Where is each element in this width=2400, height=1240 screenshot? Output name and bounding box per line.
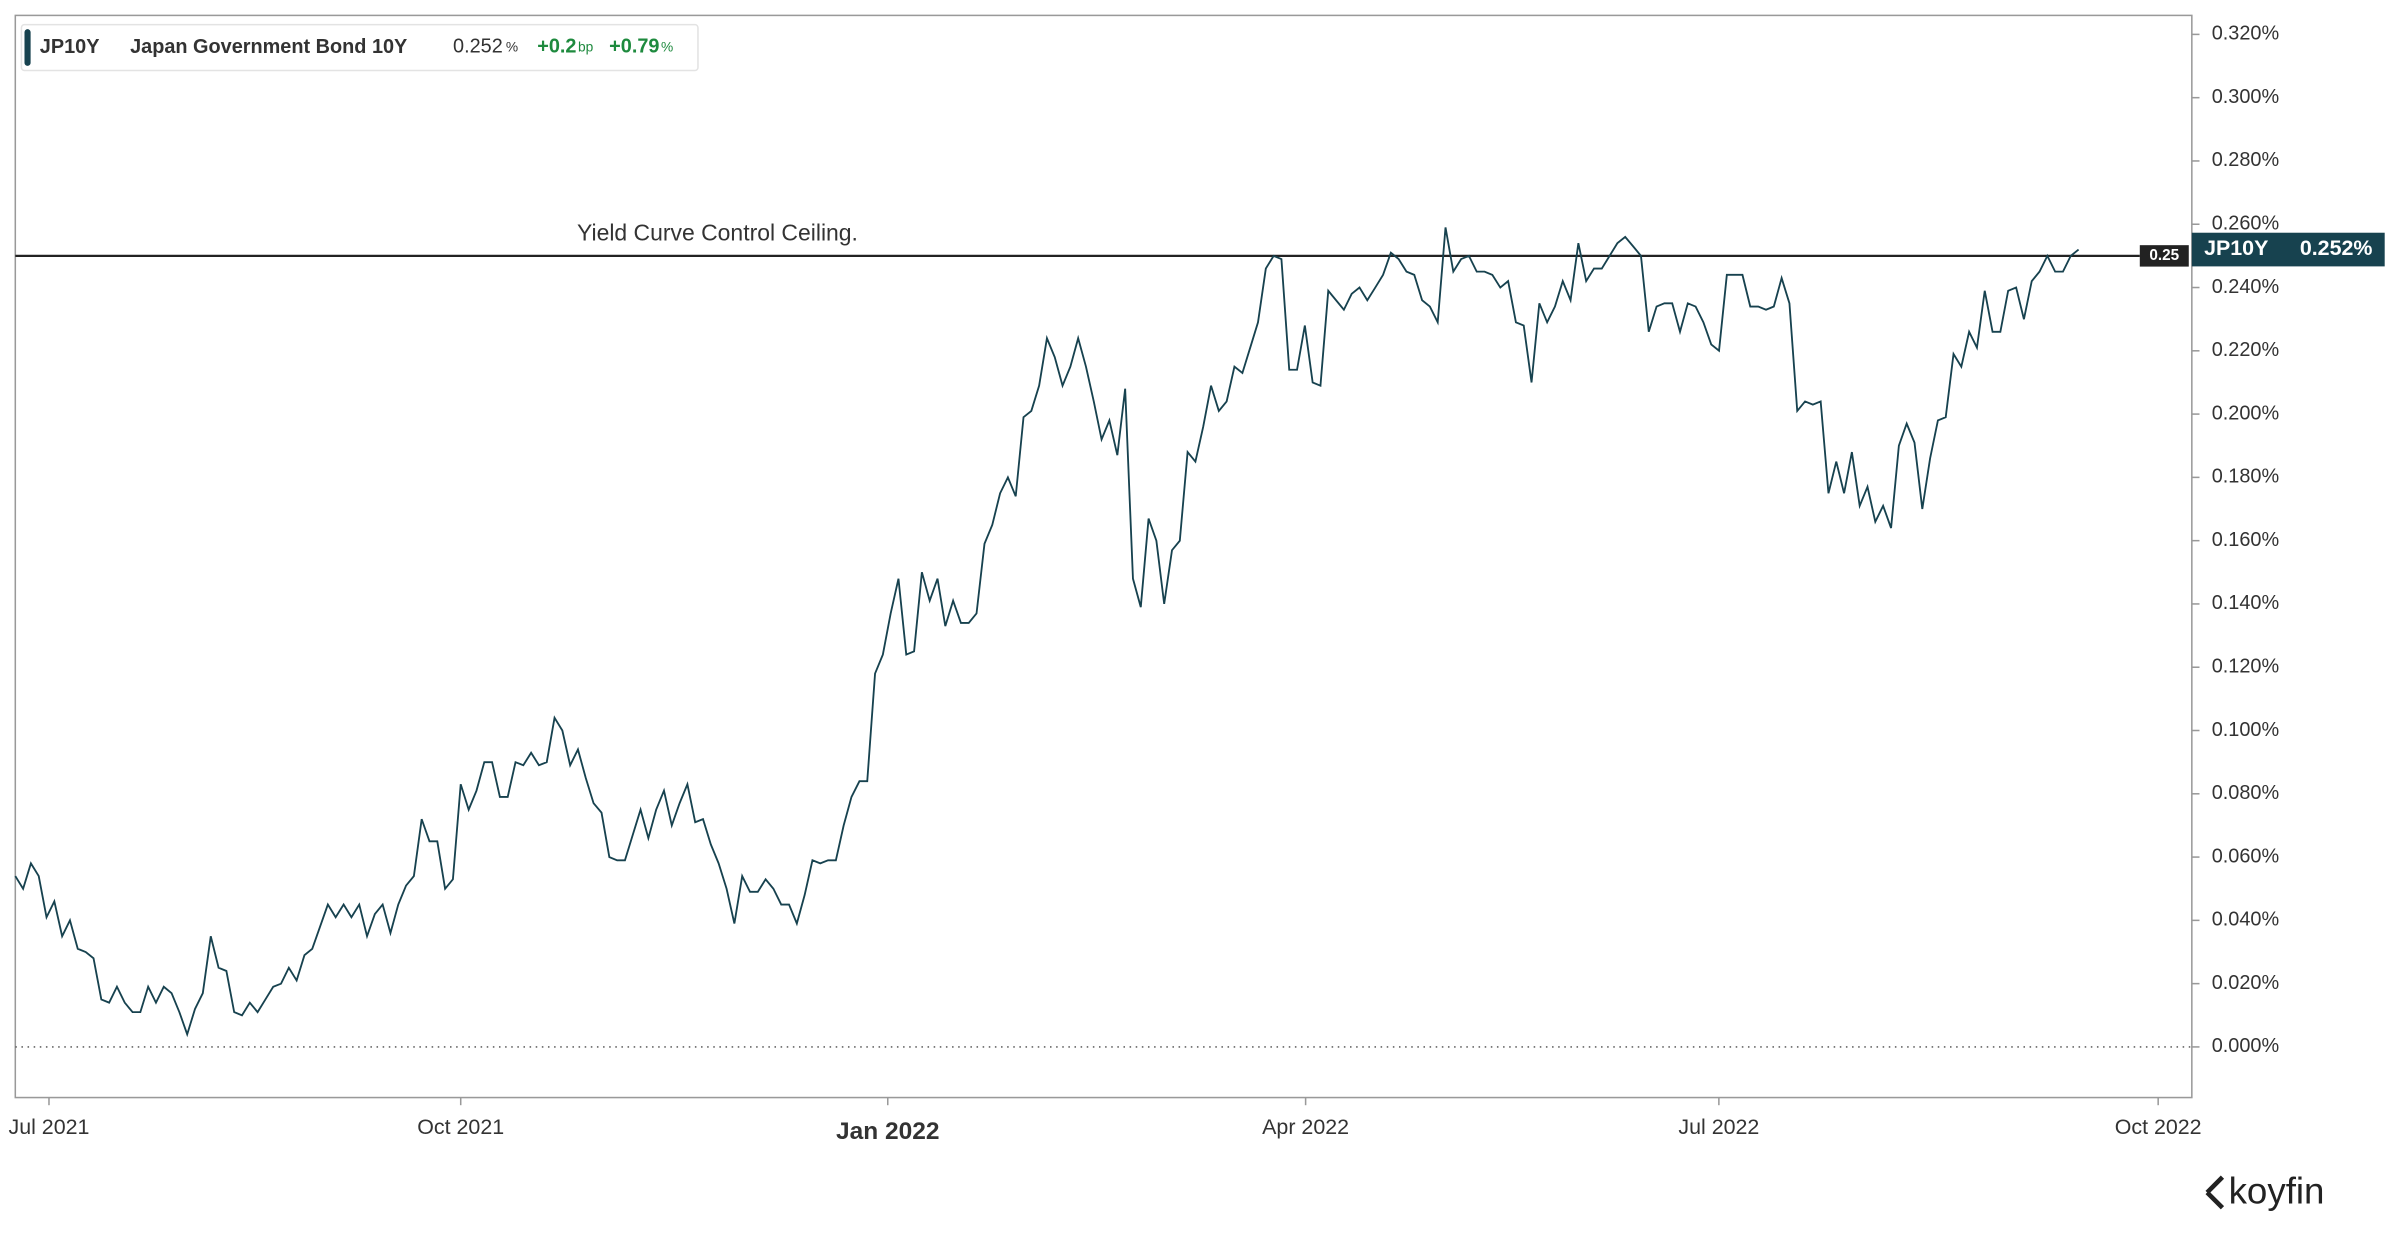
last-value-label: 0.252% <box>2300 236 2373 260</box>
y-tick-label: 0.280% <box>2212 149 2279 171</box>
change-pct-unit: % <box>661 39 673 54</box>
change-value: +0.2 <box>537 36 576 58</box>
y-tick-label: 0.320% <box>2212 23 2279 45</box>
logo: koyfin <box>2229 1171 2325 1212</box>
change: +0.2 bp <box>537 36 593 58</box>
x-tick-label: Apr 2022 <box>1262 1115 1349 1139</box>
y-tick-label: 0.000% <box>2212 1035 2279 1057</box>
price-unit: % <box>506 39 518 54</box>
price-line <box>14 227 2080 1038</box>
legend-box <box>20 23 699 72</box>
y-tick-label: 0.180% <box>2212 466 2279 488</box>
y-tick-label: 0.200% <box>2212 402 2279 424</box>
symbol: JP10Y <box>40 36 100 58</box>
price: 0.252% <box>453 36 518 58</box>
last-value-tag <box>2191 232 2385 267</box>
y-tick-label: 0.220% <box>2212 339 2279 361</box>
y-tick-label: 0.160% <box>2212 529 2279 551</box>
y-tick-label: 0.260% <box>2212 212 2279 234</box>
x-tick-label: Oct 2021 <box>417 1115 504 1139</box>
price-value: 0.252 <box>453 36 503 58</box>
change-pct-value: +0.79 <box>609 36 659 58</box>
x-tick-label: Jan 2022 <box>836 1118 939 1145</box>
y-tick-label: 0.140% <box>2212 592 2279 614</box>
x-tick-label: Jul 2022 <box>1678 1115 1759 1139</box>
change-pct: +0.79% <box>609 36 673 58</box>
y-tick-label: 0.300% <box>2212 86 2279 108</box>
plot-frame <box>14 14 2193 1099</box>
ceiling-tag-label: 0.25 <box>2149 247 2179 264</box>
y-tick-label: 0.100% <box>2212 719 2279 741</box>
ceiling-tag <box>2139 245 2189 267</box>
plot <box>14 227 2192 1048</box>
y-tick-label: 0.080% <box>2212 782 2279 804</box>
y-tick-label: 0.060% <box>2212 845 2279 867</box>
x-tick-label: Jul 2021 <box>9 1115 90 1139</box>
y-tick-label: 0.120% <box>2212 655 2279 677</box>
y-tick-label: 0.040% <box>2212 909 2279 931</box>
x-tick-label: Oct 2022 <box>2115 1115 2202 1139</box>
logo-icon <box>2205 1175 2225 1210</box>
last-value-name: JP10Y <box>2204 236 2268 260</box>
y-tick-label: 0.240% <box>2212 276 2279 298</box>
y-tick-label: 0.020% <box>2212 972 2279 994</box>
change-unit: bp <box>578 39 594 54</box>
instrument-name: Japan Government Bond 10Y <box>130 36 407 58</box>
legend-swatch <box>24 29 31 66</box>
annotation: Yield Curve Control Ceiling. <box>577 220 858 246</box>
